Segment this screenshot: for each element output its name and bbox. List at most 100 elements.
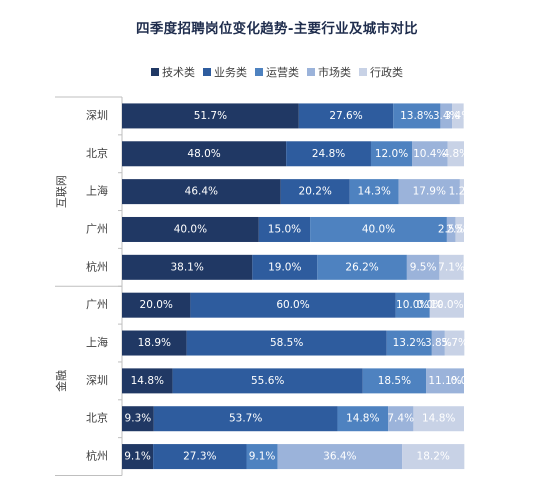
legend-swatch — [151, 68, 159, 76]
bar-segment — [452, 103, 464, 129]
chart-legend: 技术类 业务类 运营类 市场类 行政类 — [0, 64, 554, 80]
legend-label: 技术类 — [162, 66, 195, 79]
group-label: 互联网 — [55, 175, 68, 208]
category-label: 广州 — [86, 298, 108, 311]
data-label: 15.0% — [268, 223, 301, 235]
bar-segment — [298, 103, 394, 129]
data-label: 18.2% — [417, 451, 450, 463]
bar-segment — [122, 141, 287, 167]
data-label: 0.0% — [451, 375, 478, 387]
bar-segment — [186, 330, 387, 356]
bar-segment — [444, 330, 465, 356]
legend-item: 业务类 — [203, 64, 247, 80]
legend-label: 运营类 — [266, 66, 299, 79]
bar-segment — [413, 406, 464, 432]
data-label: 10.4% — [413, 148, 446, 160]
bar-segment — [402, 444, 465, 470]
bar-segment — [431, 330, 445, 356]
bar-segment — [286, 141, 371, 167]
data-label: 9.1% — [249, 451, 276, 463]
bar-segment — [426, 368, 464, 394]
group-label: 金融 — [54, 370, 68, 392]
category-label: 上海 — [86, 184, 108, 198]
bar-segment — [447, 141, 464, 167]
data-label: 14.8% — [346, 413, 379, 425]
bar-segment — [122, 292, 191, 318]
bar-segment — [362, 368, 427, 394]
data-label: 58.5% — [270, 337, 303, 349]
data-label: 10.0% — [396, 299, 429, 311]
bar-segment — [395, 292, 430, 318]
bar-segment — [310, 216, 447, 242]
data-label: 60.0% — [276, 299, 309, 311]
bar-segment — [122, 444, 154, 470]
legend-label: 行政类 — [370, 66, 403, 79]
data-label: 20.0% — [140, 299, 173, 311]
data-label: 36.4% — [323, 451, 356, 463]
data-label: 3.4% — [445, 110, 472, 122]
legend-item: 运营类 — [255, 64, 299, 80]
bar-segment — [412, 141, 448, 167]
data-label: 38.1% — [170, 261, 203, 273]
bar-segment — [122, 179, 281, 205]
data-label: 14.8% — [422, 413, 455, 425]
data-label: 24.8% — [312, 148, 345, 160]
data-label: 7.4% — [387, 413, 414, 425]
bar-segment — [429, 292, 464, 318]
bar-segment — [190, 292, 396, 318]
legend-label: 市场类 — [318, 66, 351, 79]
legend-swatch — [203, 68, 211, 76]
bar-segment — [459, 179, 464, 205]
bar-segment — [122, 103, 299, 129]
data-label: 13.8% — [400, 110, 433, 122]
category-label: 北京 — [86, 146, 108, 160]
legend-label: 业务类 — [214, 66, 247, 79]
bar-segment — [349, 179, 399, 205]
chart-title: 四季度招聘岗位变化趋势-主要行业及城市对比 — [136, 21, 418, 37]
bar-segment — [440, 103, 453, 129]
data-label: 27.6% — [329, 110, 362, 122]
bar-segment — [122, 368, 173, 394]
data-label: 2.5% — [446, 223, 473, 235]
data-label: 4.8% — [442, 148, 469, 160]
legend-swatch — [359, 68, 367, 76]
bar-segment — [122, 216, 259, 242]
data-label: 3.8% — [425, 337, 452, 349]
bar-segment — [439, 254, 464, 280]
category-label: 北京 — [86, 411, 108, 425]
data-label: 51.7% — [194, 110, 227, 122]
bar-segment — [153, 406, 338, 432]
legend-item: 技术类 — [151, 64, 195, 80]
category-label: 杭州 — [86, 449, 108, 463]
bar-segment — [406, 254, 440, 280]
legend-swatch — [255, 68, 263, 76]
bar-segment — [277, 444, 403, 470]
bar-segment — [386, 330, 432, 356]
data-label: 7.1% — [438, 261, 465, 273]
bar-segment — [455, 216, 464, 242]
data-label: 40.0% — [362, 223, 395, 235]
data-label: 18.5% — [378, 375, 411, 387]
category-label: 深圳 — [86, 109, 108, 122]
bar-segment — [246, 444, 278, 470]
data-label: 14.8% — [131, 375, 164, 387]
bar-segment — [388, 406, 414, 432]
data-label: 53.7% — [229, 413, 262, 425]
data-label: 3.4% — [433, 110, 460, 122]
bar-segment — [393, 103, 441, 129]
legend-item: 行政类 — [359, 64, 403, 80]
data-label: 2.5% — [438, 223, 465, 235]
category-label: 杭州 — [86, 259, 108, 273]
data-label: 14.3% — [358, 186, 391, 198]
data-label: 9.3% — [125, 413, 152, 425]
data-label: 11.1% — [428, 375, 461, 387]
data-label: 19.0% — [268, 261, 301, 273]
data-label: 12.0% — [375, 148, 408, 160]
data-label: 1.2% — [449, 186, 476, 198]
bar-segment — [317, 254, 407, 280]
bar-segment — [153, 444, 247, 470]
data-label: 26.2% — [345, 261, 378, 273]
category-label: 上海 — [86, 335, 108, 349]
data-label: 9.5% — [410, 261, 437, 273]
